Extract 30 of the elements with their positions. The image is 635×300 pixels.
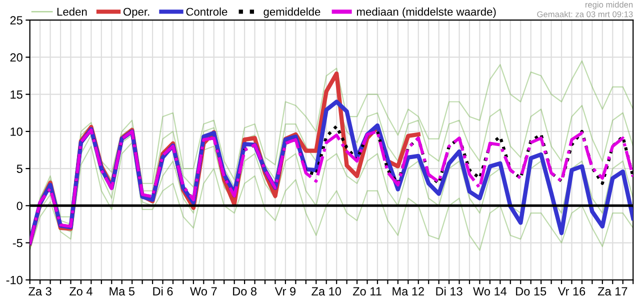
legend-label: Controle (186, 8, 228, 16)
x-tick-label: Wo 14 (473, 287, 507, 296)
x-tick-label: Ma 5 (110, 287, 134, 296)
y-tick-label: -5 (12, 238, 22, 248)
x-tick-label: Wo 7 (190, 287, 217, 296)
x-tick-label: Vr 9 (274, 287, 296, 296)
x-tick-label: Ma 12 (392, 287, 424, 296)
x-tick-label: Di 6 (153, 286, 173, 296)
x-tick-label: Do 15 (516, 287, 546, 296)
y-tick-label: 10 (10, 127, 22, 136)
text: Gemaakt: za 03 mrt 09:13 (537, 11, 633, 18)
y-tick-label: 15 (10, 90, 22, 99)
y-tick-label: -10 (6, 276, 22, 284)
y-tick-label: 5 (16, 164, 22, 173)
x-tick-label: Zo 4 (70, 287, 92, 296)
x-tick-label: Di 13 (436, 286, 462, 296)
legend-label: mediaan (middelste waarde) (356, 8, 496, 18)
text: regio midden (585, 2, 633, 10)
x-tick-label: Vr 16 (558, 287, 586, 296)
x-tick-label: Zo 11 (352, 287, 382, 296)
legend-label: gemiddelde (264, 8, 320, 18)
y-tick-label: 0 (16, 202, 22, 210)
x-tick-label: Za 3 (28, 287, 52, 296)
y-tick-label: 25 (10, 16, 22, 24)
x-tick-label: Do 8 (233, 287, 257, 296)
legend-label: Oper. (123, 8, 150, 18)
legend-label: Leden (57, 8, 87, 16)
y-tick-label: 20 (10, 53, 22, 62)
x-tick-label: Za 10 (312, 287, 341, 296)
x-tick-label: Za 17 (598, 287, 628, 296)
